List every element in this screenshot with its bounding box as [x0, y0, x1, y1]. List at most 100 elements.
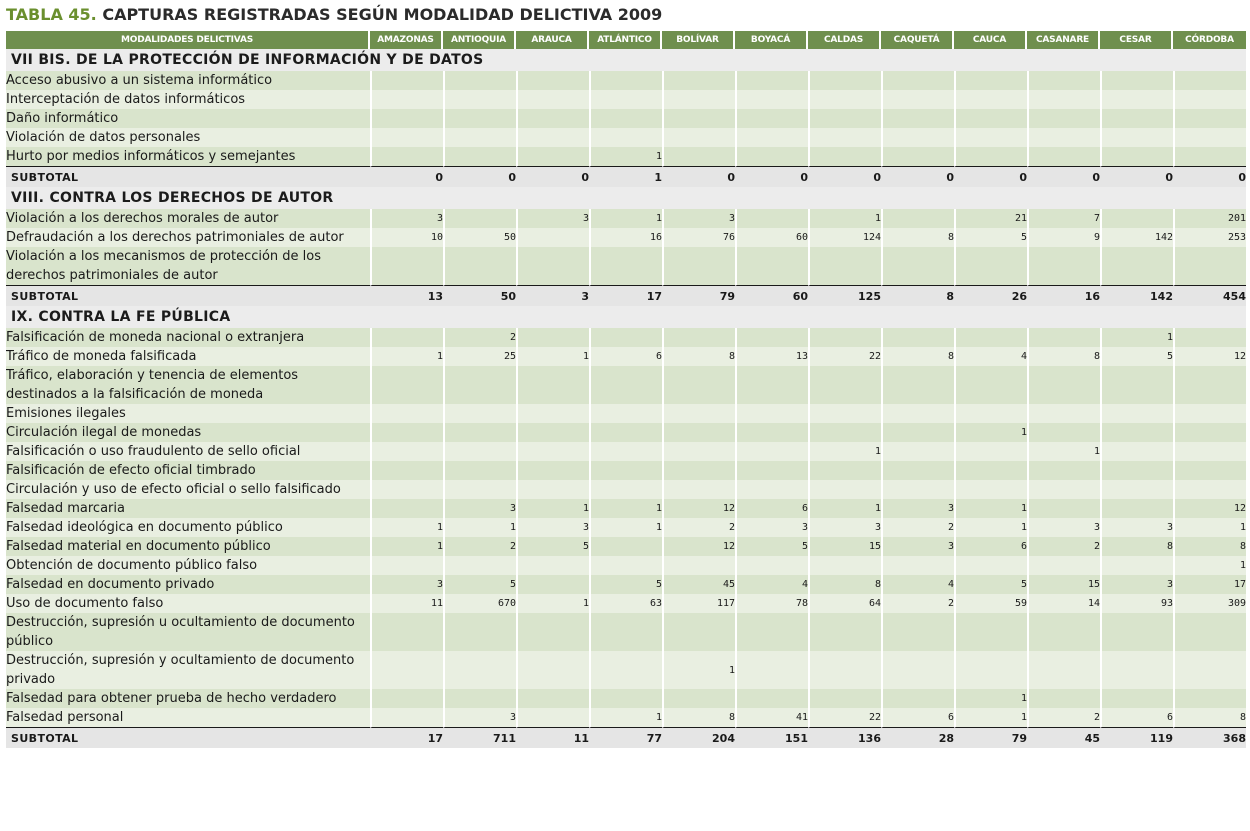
table-cell — [1173, 71, 1246, 90]
table-cell — [662, 480, 735, 499]
table-cell — [881, 556, 954, 575]
table-cell — [954, 556, 1027, 575]
row-label: Falsificación o uso fraudulento de sello… — [6, 442, 370, 461]
table-cell — [516, 247, 589, 285]
table-cell: 3 — [881, 499, 954, 518]
row-label: Emisiones ilegales — [6, 404, 370, 423]
table-cell: 9 — [1027, 228, 1100, 247]
table-cell — [1173, 423, 1246, 442]
table-cell: 142 — [1100, 285, 1173, 306]
table-row: Falsedad en documento privado 3 5 5 45 4 8 4 5 15… — [6, 575, 1246, 594]
table-cell: 6 — [589, 347, 662, 366]
row-label: Uso de documento falso — [6, 594, 370, 613]
table-cell — [954, 366, 1027, 404]
table-cell — [881, 613, 954, 651]
table-cell — [881, 128, 954, 147]
table-row: Obtención de documento público falso 1 — [6, 556, 1246, 575]
table-cell: 15 — [1027, 575, 1100, 594]
table-cell: 12 — [662, 499, 735, 518]
table-cell — [735, 128, 808, 147]
table-cell: 16 — [589, 228, 662, 247]
table-cell — [954, 461, 1027, 480]
section-header-row: IX. CONTRA LA FE PÚBLICA — [6, 306, 1246, 328]
table-cell — [1027, 689, 1100, 708]
table-cell: 64 — [808, 594, 881, 613]
table-cell — [1100, 247, 1173, 285]
table-cell: 0 — [808, 166, 881, 187]
table-cell — [1027, 147, 1100, 166]
table-cell: 2 — [662, 518, 735, 537]
table-cell: 3 — [662, 209, 735, 228]
table-cell — [370, 90, 443, 109]
table-cell — [662, 247, 735, 285]
table-cell — [1027, 613, 1100, 651]
row-label: Obtención de documento público falso — [6, 556, 370, 575]
header-row: MODALIDADES DELICTIVAS AMAZONAS ANTIOQUIA A… — [6, 31, 1246, 49]
table-cell — [1100, 461, 1173, 480]
table-cell — [735, 147, 808, 166]
row-label: Circulación y uso de efecto oficial o se… — [6, 480, 370, 499]
table-cell: 1 — [954, 689, 1027, 708]
column-header: CAQUETÁ — [881, 31, 954, 49]
table-cell — [443, 442, 516, 461]
table-cell: 1 — [516, 594, 589, 613]
table-cell — [1173, 404, 1246, 423]
table-cell: 1 — [589, 518, 662, 537]
table-cell: 3 — [370, 575, 443, 594]
table-cell — [370, 461, 443, 480]
table-cell: 2 — [443, 537, 516, 556]
table-cell: 8 — [881, 228, 954, 247]
table-cell — [1173, 328, 1246, 347]
table-row: Hurto por medios informáticos y semejant… — [6, 147, 1246, 166]
table-title-text: CAPTURAS REGISTRADAS SEGÚN MODALIDAD DEL… — [102, 5, 663, 24]
table-cell: 1 — [589, 147, 662, 166]
table-cell — [1100, 71, 1173, 90]
table-cell: 4 — [735, 575, 808, 594]
table-cell: 1 — [589, 499, 662, 518]
table-cell — [662, 90, 735, 109]
table-cell: 151 — [735, 727, 808, 748]
column-header: AMAZONAS — [370, 31, 443, 49]
table-row: Daño informático — [6, 109, 1246, 128]
table-cell — [735, 556, 808, 575]
table-cell: 41 — [735, 708, 808, 727]
column-header: CALDAS — [808, 31, 881, 49]
table-cell — [808, 651, 881, 689]
table-cell: 12 — [1173, 499, 1246, 518]
table-cell: 17 — [589, 285, 662, 306]
table-cell — [1027, 90, 1100, 109]
table-cell — [1027, 328, 1100, 347]
row-label: Falsedad para obtener prueba de hecho ve… — [6, 689, 370, 708]
table-cell — [954, 247, 1027, 285]
table-cell: 93 — [1100, 594, 1173, 613]
table-cell: 253 — [1173, 228, 1246, 247]
table-cell: 1 — [954, 518, 1027, 537]
row-label: Falsedad marcaria — [6, 499, 370, 518]
table-cell — [1027, 556, 1100, 575]
table-cell: 1 — [954, 499, 1027, 518]
table-cell: 3 — [516, 209, 589, 228]
table-cell: 8 — [881, 347, 954, 366]
table-cell — [370, 404, 443, 423]
table-cell — [1100, 404, 1173, 423]
table-row: Interceptación de datos informáticos — [6, 90, 1246, 109]
table-cell: 0 — [954, 166, 1027, 187]
table-cell: 2 — [881, 594, 954, 613]
table-cell — [1100, 556, 1173, 575]
table-cell — [589, 366, 662, 404]
table-cell: 0 — [1173, 166, 1246, 187]
table-cell — [589, 423, 662, 442]
table-cell — [662, 613, 735, 651]
subtotal-row: SUBTOTAL 17 711 11 77 204 151 136 28 79 45 119 368 — [6, 727, 1246, 748]
table-cell — [954, 328, 1027, 347]
table-cell — [735, 613, 808, 651]
table-cell — [443, 109, 516, 128]
table-cell — [808, 480, 881, 499]
table-cell: 6 — [881, 708, 954, 727]
table-cell — [370, 499, 443, 518]
table-cell — [589, 71, 662, 90]
table-cell: 1 — [662, 651, 735, 689]
table-cell — [370, 480, 443, 499]
table-cell — [808, 128, 881, 147]
table-cell — [370, 423, 443, 442]
